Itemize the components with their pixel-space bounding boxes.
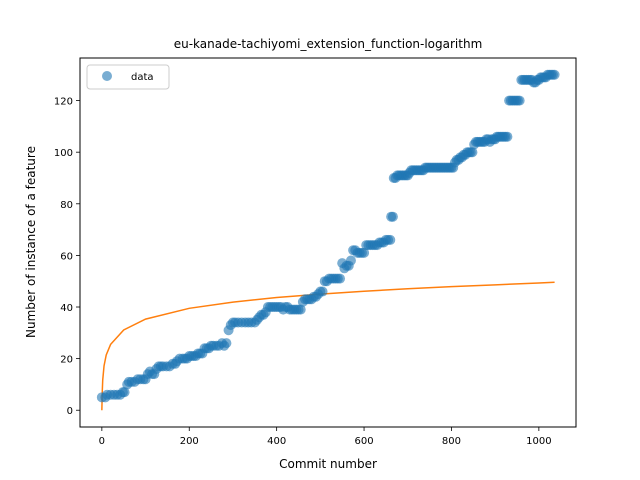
y-tick-label: 60 [60,251,73,262]
plot-area [96,69,560,411]
data-point [295,304,306,315]
scatter-points [96,69,560,403]
data-point [119,387,130,398]
y-tick-label: 100 [54,148,73,159]
x-axis: 0 200 400 600 800 1000 [99,427,552,447]
legend-label-data: data [131,72,154,83]
fit-line-group [101,281,555,411]
y-tick-label: 0 [67,406,73,417]
y-tick-label: 20 [60,355,73,366]
data-point [467,147,478,158]
data-point [514,95,525,106]
data-point [221,338,232,349]
y-tick-label: 80 [60,200,73,211]
legend-box [86,64,170,90]
data-point [345,255,356,266]
legend: data [86,64,170,90]
x-tick-label: 0 [99,436,105,447]
legend-marker-data [102,71,112,81]
data-point [385,234,396,245]
y-axis-label: Number of instance of a feature [24,146,38,338]
y-tick-label: 40 [60,303,73,314]
chart-title: eu-kanade-tachiyomi_extension_function-l… [174,37,483,51]
data-point [549,69,560,80]
data-point [335,273,346,284]
plot-frame [79,57,577,428]
x-tick-label: 600 [355,436,374,447]
x-tick-label: 800 [442,436,461,447]
x-axis-label: Commit number [279,457,377,471]
y-tick-label: 120 [54,97,73,108]
y-axis: 0 20 40 60 80 100 120 [54,97,80,417]
data-point [359,247,370,258]
fit-line [101,281,555,411]
data-point [387,211,398,222]
x-tick-label: 1000 [526,436,551,447]
x-tick-label: 400 [267,436,286,447]
x-tick-label: 200 [180,436,199,447]
data-point [317,286,328,297]
data-point [502,131,513,142]
